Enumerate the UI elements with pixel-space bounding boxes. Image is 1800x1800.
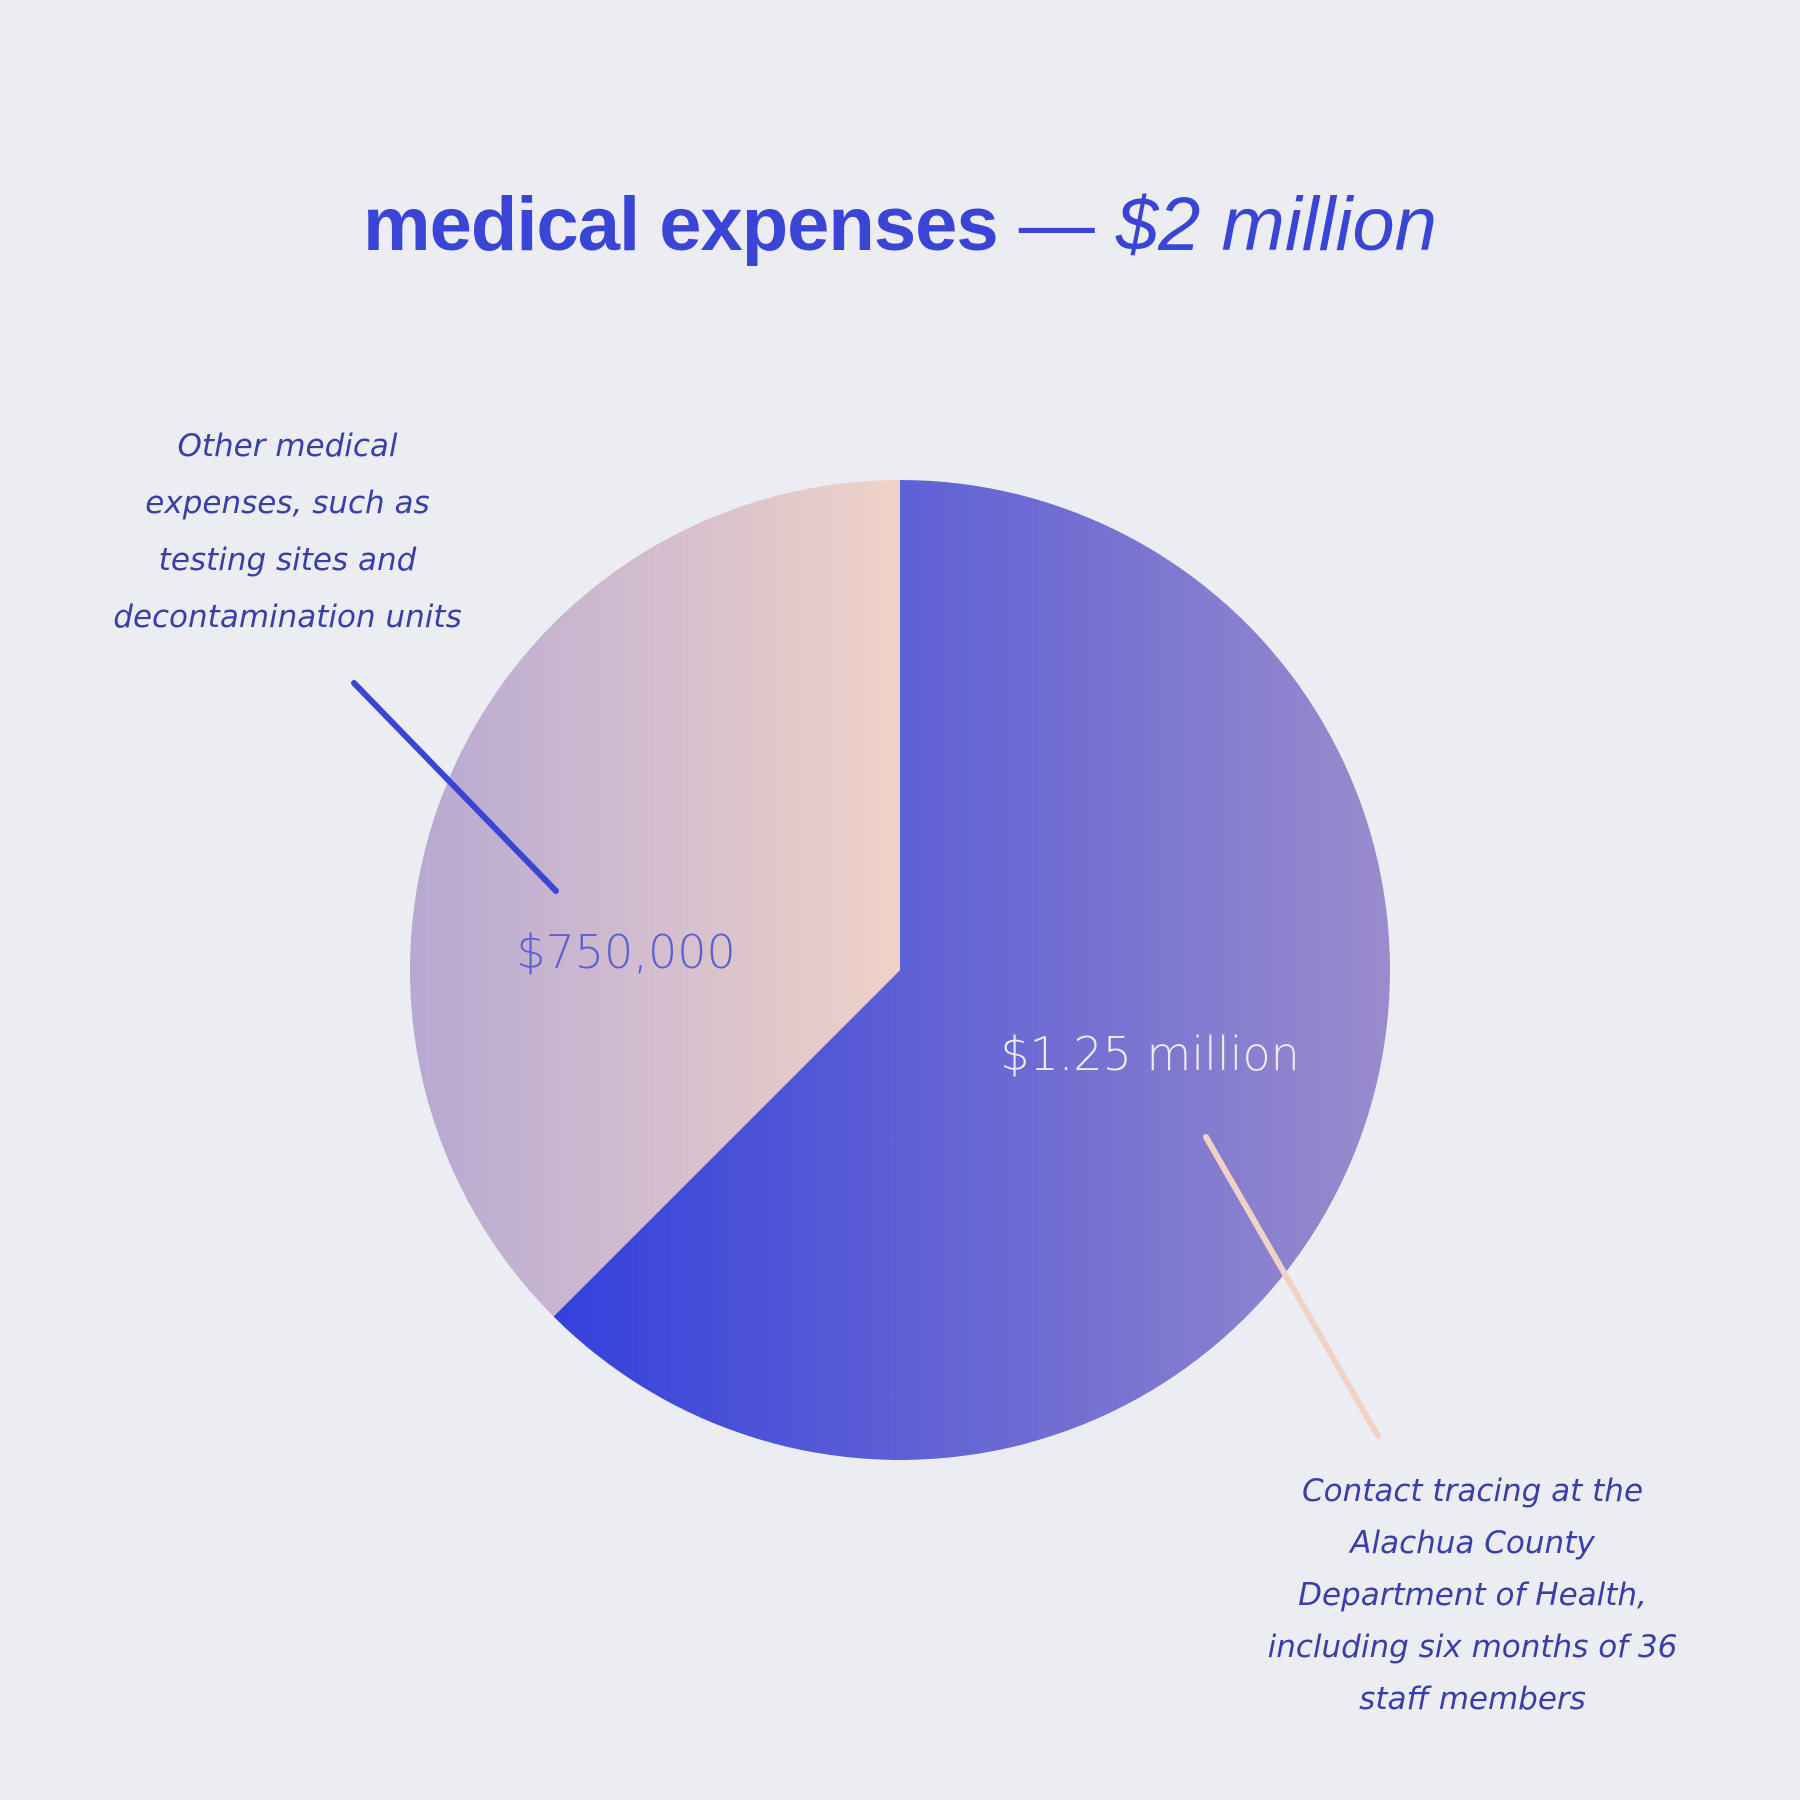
- title-main: medical expenses: [363, 182, 999, 267]
- leader-line-contact-tracing: [1203, 1134, 1381, 1439]
- pie-slice-other-medical: [410, 480, 900, 1317]
- value-label-other-medical: $750,000: [516, 925, 736, 979]
- annotation-line: decontamination units: [113, 599, 462, 635]
- value-label-contact-tracing: $1.25 million: [1000, 1027, 1300, 1081]
- annotation-contact-tracing: Contact tracing at the Alachua County Depa…: [1255, 1465, 1690, 1725]
- leader-line-other-medical: [351, 680, 559, 894]
- annotation-line: Department of Health,: [1298, 1577, 1647, 1613]
- annotation-line: expenses, such as: [145, 485, 430, 521]
- pie-slices: [410, 480, 1390, 1460]
- chart-title: medical expenses — $2 million: [0, 180, 1800, 270]
- annotation-line: testing sites and: [158, 542, 417, 578]
- leader-lines: [351, 680, 1381, 1439]
- annotation-line: Contact tracing at the: [1301, 1473, 1644, 1509]
- title-separator: —: [997, 182, 1116, 267]
- pie-slice-contact-tracing: [553, 480, 1390, 1460]
- annotation-line: Other medical: [177, 428, 398, 464]
- value-labels: $1.25 million $750,000: [516, 925, 1300, 1081]
- annotation-line: including six months of 36: [1267, 1629, 1678, 1665]
- annotation-other-medical: Other medical expenses, such as testing si…: [100, 418, 475, 646]
- annotation-line: staff members: [1359, 1681, 1586, 1717]
- annotation-line: Alachua County: [1350, 1525, 1595, 1561]
- title-total: $2 million: [1115, 182, 1437, 267]
